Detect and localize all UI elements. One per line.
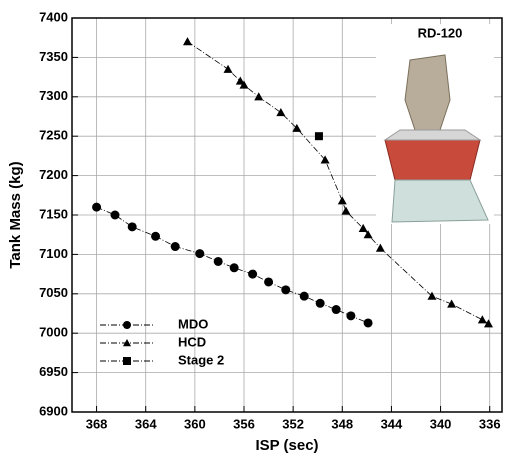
engine-frame (384, 139, 481, 181)
x-tick-label: 356 (233, 416, 255, 431)
engine-ring (383, 129, 482, 141)
y-tick-label: 6950 (39, 364, 68, 379)
y-tick-label: 7400 (39, 9, 68, 24)
x-tick-label: 368 (86, 416, 108, 431)
x-tick-label: 336 (479, 416, 501, 431)
marker (92, 202, 102, 212)
y-tick-label: 7200 (39, 167, 68, 182)
x-tick-label: 340 (430, 416, 452, 431)
x-tick-label: 352 (282, 416, 304, 431)
x-tick-label: 360 (184, 416, 206, 431)
marker (110, 210, 120, 220)
marker (314, 132, 323, 141)
marker (276, 108, 286, 117)
marker (477, 315, 487, 324)
marker (427, 291, 437, 300)
marker (239, 80, 249, 89)
marker (483, 319, 493, 328)
marker (264, 277, 274, 287)
marker (346, 311, 356, 321)
legend-marker (123, 357, 131, 365)
x-tick-label: 348 (331, 416, 353, 431)
marker (331, 305, 341, 315)
engine-nozzle (391, 179, 489, 223)
marker (315, 298, 325, 308)
legend-label: Stage 2 (178, 352, 224, 367)
x-tick-label: 364 (135, 416, 157, 431)
engine-top (404, 54, 451, 131)
marker (182, 37, 192, 46)
x-axis-title: ISP (sec) (255, 437, 318, 454)
marker (358, 223, 368, 232)
marker (195, 249, 205, 259)
legend-marker (123, 339, 131, 347)
y-tick-label: 7100 (39, 246, 68, 261)
marker (235, 76, 245, 85)
marker (341, 206, 351, 215)
y-tick-label: 7250 (39, 128, 68, 143)
marker (170, 242, 180, 252)
marker (292, 123, 302, 132)
marker (248, 269, 258, 279)
y-tick-label: 7050 (39, 285, 68, 300)
marker (299, 291, 309, 301)
x-tick-label: 344 (381, 416, 403, 431)
marker (223, 64, 233, 73)
legend-label: MDO (178, 316, 208, 331)
y-tick-label: 7150 (39, 206, 68, 221)
plot-frame (71, 17, 503, 413)
y-tick-label: 6900 (39, 403, 68, 418)
marker (151, 231, 161, 241)
marker (254, 92, 264, 101)
inset-label: RD-120 (418, 25, 463, 40)
marker (127, 222, 137, 232)
marker (213, 256, 223, 266)
engine-inset (376, 24, 494, 224)
marker (229, 263, 239, 273)
marker (363, 318, 373, 328)
marker (375, 243, 385, 252)
marker (447, 299, 457, 308)
y-tick-label: 7350 (39, 49, 68, 64)
y-tick-label: 7000 (39, 325, 68, 340)
marker (337, 196, 347, 205)
marker (363, 230, 373, 239)
legend-label: HCD (178, 334, 206, 349)
y-axis-title: Tank Mass (kg) (7, 161, 24, 268)
marker (320, 155, 330, 164)
y-tick-label: 7300 (39, 88, 68, 103)
marker (281, 285, 291, 295)
legend-marker (123, 321, 131, 329)
